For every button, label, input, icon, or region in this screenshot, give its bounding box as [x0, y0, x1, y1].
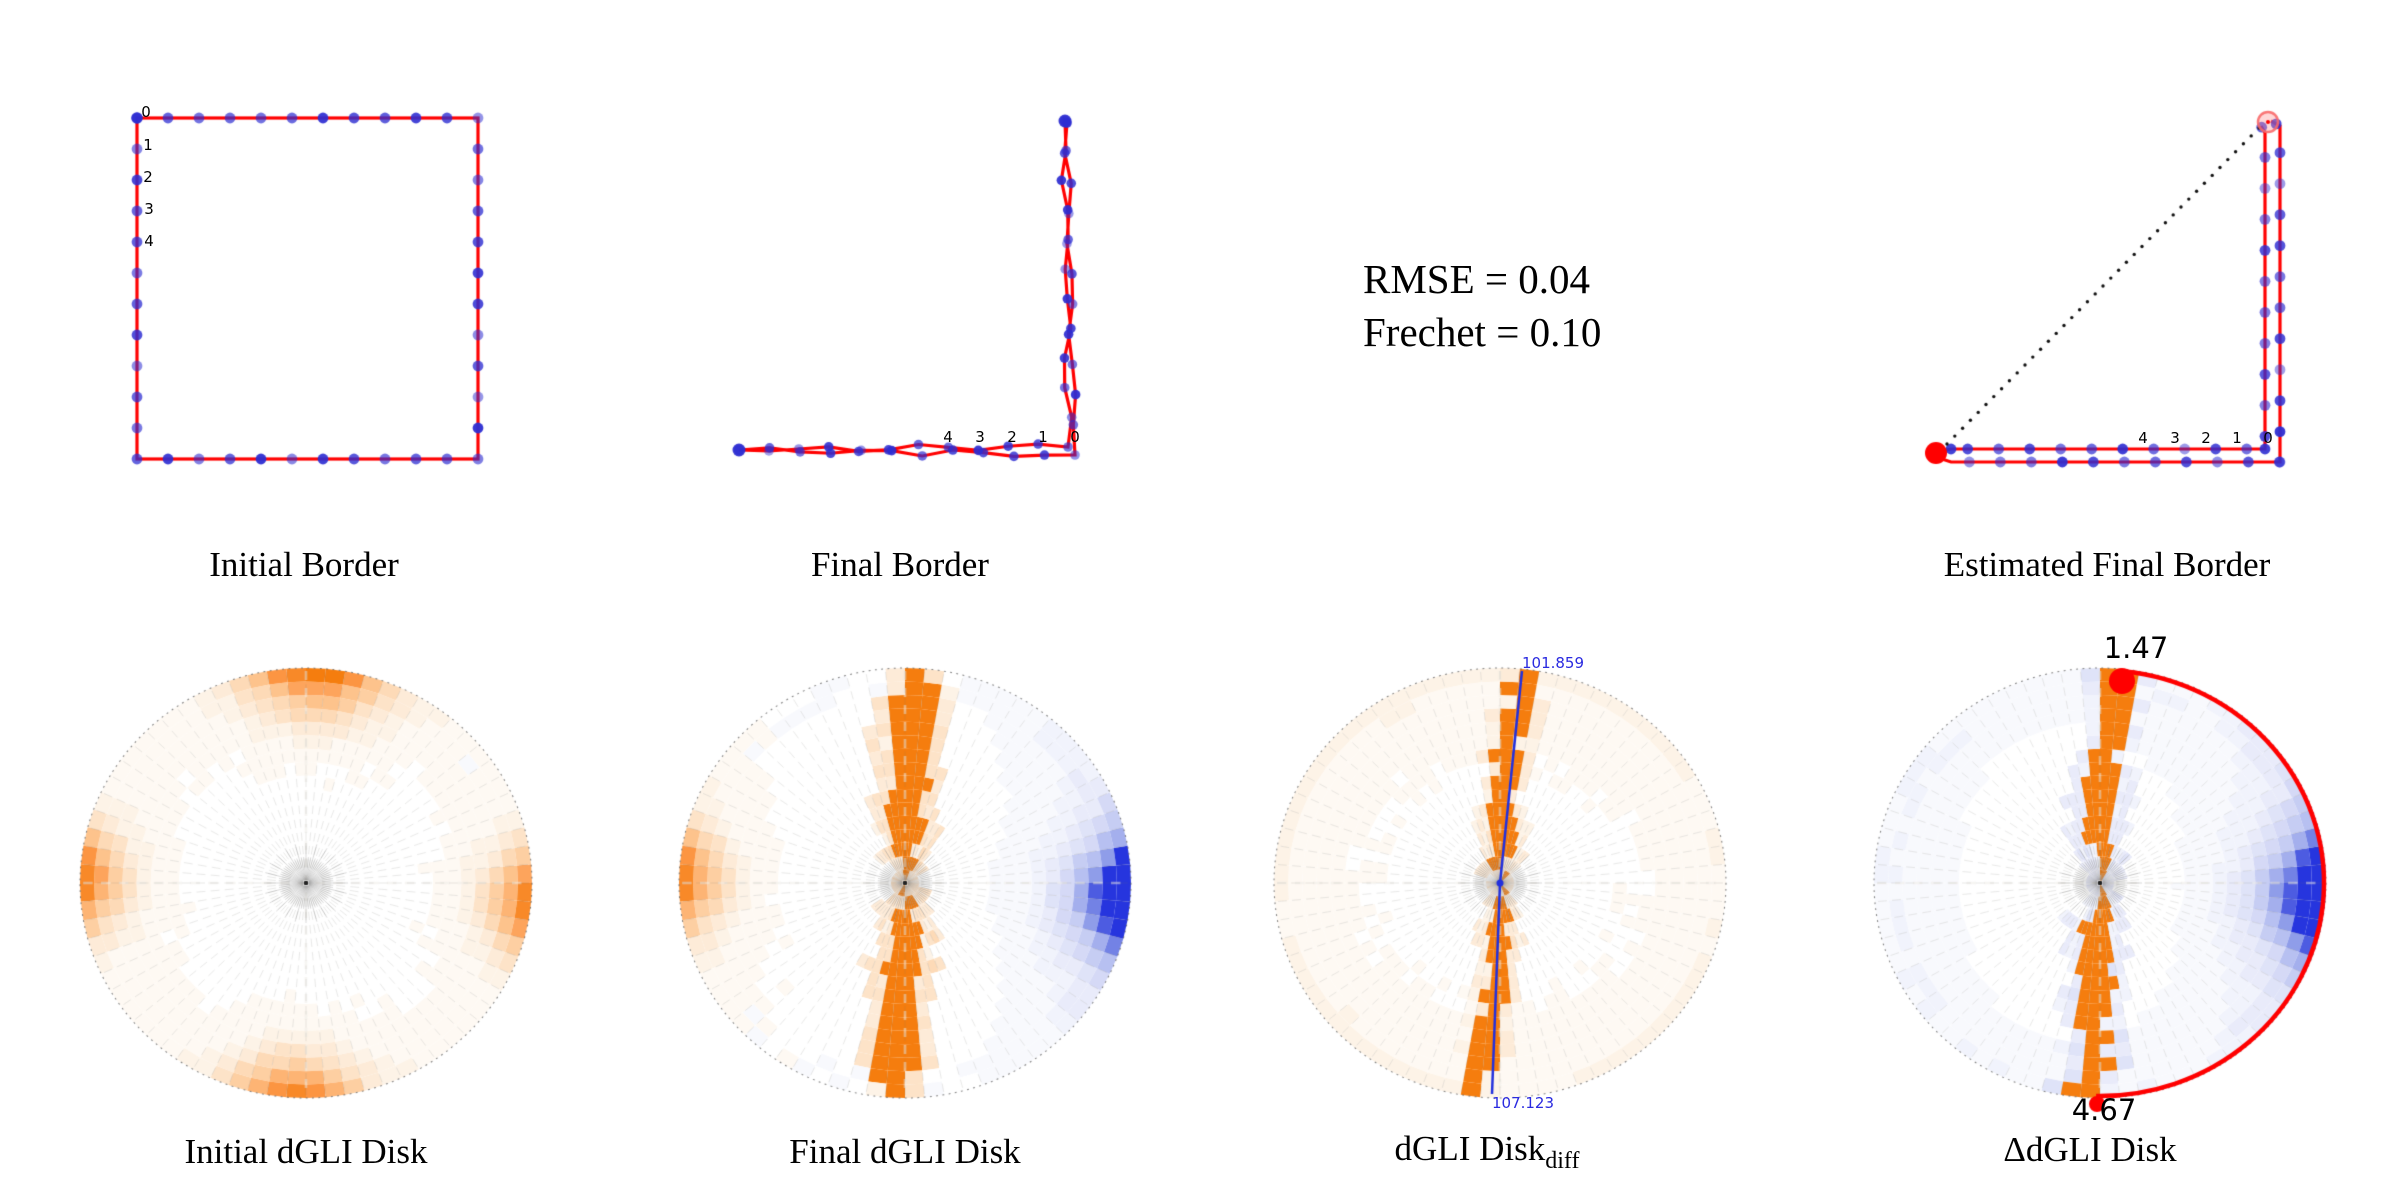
- annotation-label: 3: [144, 200, 154, 218]
- caption-estimated-final-border: Estimated Final Border: [1943, 545, 2271, 584]
- annotation-label: 0: [141, 103, 151, 121]
- metrics-block: RMSE = 0.04 Frechet = 0.10: [1363, 253, 1601, 360]
- frechet-value: Frechet = 0.10: [1363, 309, 1602, 356]
- annotation-label: 2: [1007, 428, 1017, 446]
- annotation-label: 3: [2170, 429, 2180, 447]
- annotation-label: 3: [975, 428, 985, 446]
- annotation-label: 101.859: [1521, 654, 1585, 672]
- caption-delta-dgli-disk: ΔdGLI Disk: [2003, 1130, 2177, 1169]
- caption-initial-border: Initial Border: [209, 545, 399, 584]
- annotation-label: 4: [943, 428, 953, 446]
- annotation-label: 4: [144, 232, 154, 250]
- caption-dgli-disk-diff: dGLI Diskdiff: [1395, 1129, 1580, 1175]
- annotation-label: 1: [2232, 429, 2242, 447]
- annotation-label: 1.47: [2103, 631, 2169, 665]
- annotation-label: 0: [2263, 429, 2273, 447]
- annotation-label: 0: [1070, 428, 1080, 446]
- caption-subscript: diff: [1545, 1148, 1580, 1174]
- annotation-label: 4: [2138, 429, 2148, 447]
- annotation-label: 1: [1038, 428, 1048, 446]
- annotation-label: 2: [143, 168, 153, 186]
- annotation-label: 107.123: [1491, 1094, 1555, 1112]
- caption-final-dgli-disk: Final dGLI Disk: [789, 1132, 1021, 1171]
- caption-final-border: Final Border: [811, 545, 989, 584]
- caption-initial-dgli-disk: Initial dGLI Disk: [184, 1132, 428, 1171]
- rmse-value: RMSE = 0.04: [1363, 256, 1591, 302]
- annotation-label: 2: [2201, 429, 2211, 447]
- annotation-label: 1: [143, 136, 153, 154]
- annotation-label: 4.67: [2071, 1093, 2137, 1127]
- caption-text: dGLI Disk: [1394, 1129, 1546, 1168]
